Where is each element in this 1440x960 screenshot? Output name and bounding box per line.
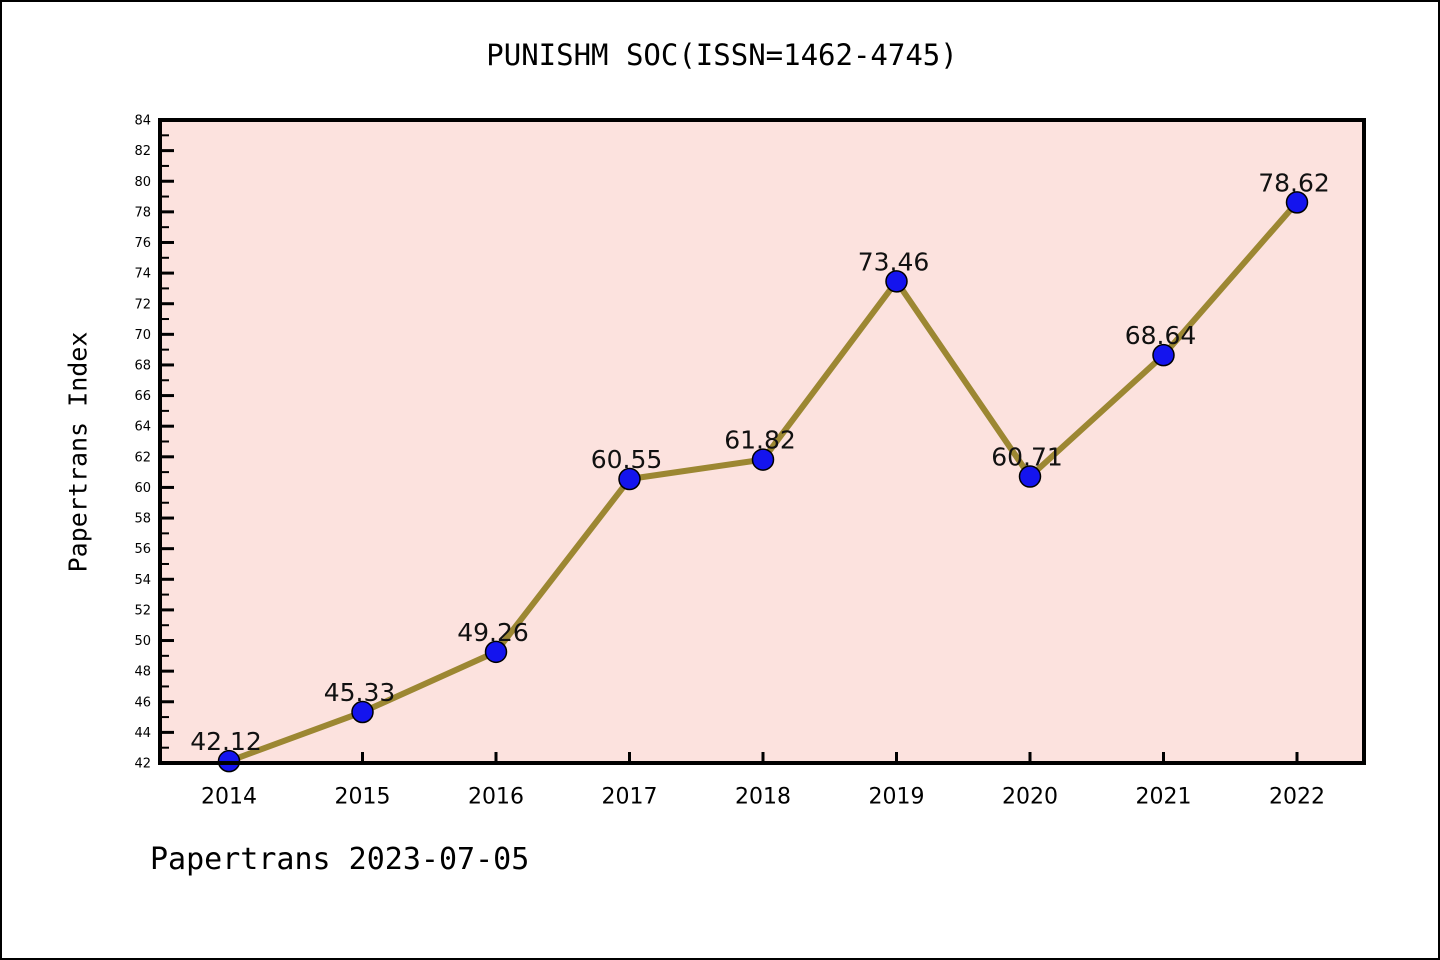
y-tick-label: 78: [134, 205, 151, 220]
data-point-marker: [618, 467, 641, 491]
x-tick-label: 2016: [468, 785, 524, 810]
data-point-marker: [751, 448, 775, 471]
y-tick-label: 42: [134, 757, 151, 772]
y-tick-label: 84: [134, 114, 151, 129]
data-point-marker: [1285, 191, 1309, 214]
plot-background: [160, 120, 1364, 763]
y-tick-label: 82: [134, 144, 151, 159]
data-point-label: 61.82: [724, 426, 796, 455]
y-tick-label: 70: [134, 328, 151, 343]
y-tick-label: 66: [134, 389, 151, 404]
axes-spines: [158, 118, 1366, 765]
y-tick-label: 48: [134, 665, 151, 680]
x-tick-label: 2021: [1136, 785, 1192, 810]
watermark-text: Papertrans 2023-07-05: [150, 842, 530, 877]
y-tick-label: 50: [134, 634, 151, 649]
y-tick-label: 64: [134, 420, 151, 435]
data-point-label: 42.12: [190, 727, 262, 756]
data-point-label: 68.64: [1125, 321, 1197, 350]
y-tick-label: 80: [134, 175, 151, 190]
y-tick-label: 76: [134, 236, 151, 251]
data-point-marker: [885, 270, 908, 293]
y-tick-label: 56: [134, 542, 151, 557]
data-point-marker: [1018, 465, 1042, 488]
x-tick-label: 2017: [602, 785, 658, 810]
y-tick-label: 72: [134, 297, 151, 312]
y-tick-label: 58: [134, 512, 151, 527]
x-tick-label: 2015: [335, 785, 391, 810]
y-tick-label: 60: [134, 481, 151, 496]
data-point-label: 60.71: [991, 443, 1063, 472]
y-tick-label: 54: [134, 573, 151, 588]
data-point-label: 73.46: [858, 247, 930, 276]
x-tick-label: 2018: [735, 785, 791, 810]
y-tick-label: 46: [134, 695, 151, 710]
y-tick-label: 44: [134, 726, 151, 741]
chart-title: PUNISHM SOC(ISSN=1462-4745): [486, 38, 958, 72]
y-tick-label: 62: [134, 450, 151, 465]
data-point-label: 60.55: [591, 445, 663, 474]
y-tick-label: 68: [134, 359, 151, 374]
x-tick-label: 2022: [1269, 785, 1325, 810]
data-point-label: 49.26: [457, 618, 529, 647]
data-point-marker: [351, 700, 374, 724]
data-point-label: 78.62: [1258, 168, 1330, 197]
x-tick-label: 2014: [201, 785, 257, 810]
y-tick-label: 74: [134, 267, 151, 282]
data-point-label: 45.33: [324, 678, 396, 707]
data-point-marker: [484, 640, 508, 664]
x-tick-label: 2019: [869, 785, 925, 810]
y-tick-label: 52: [134, 603, 151, 618]
data-point-marker: [1152, 343, 1175, 367]
x-tick-label: 2020: [1002, 785, 1058, 810]
